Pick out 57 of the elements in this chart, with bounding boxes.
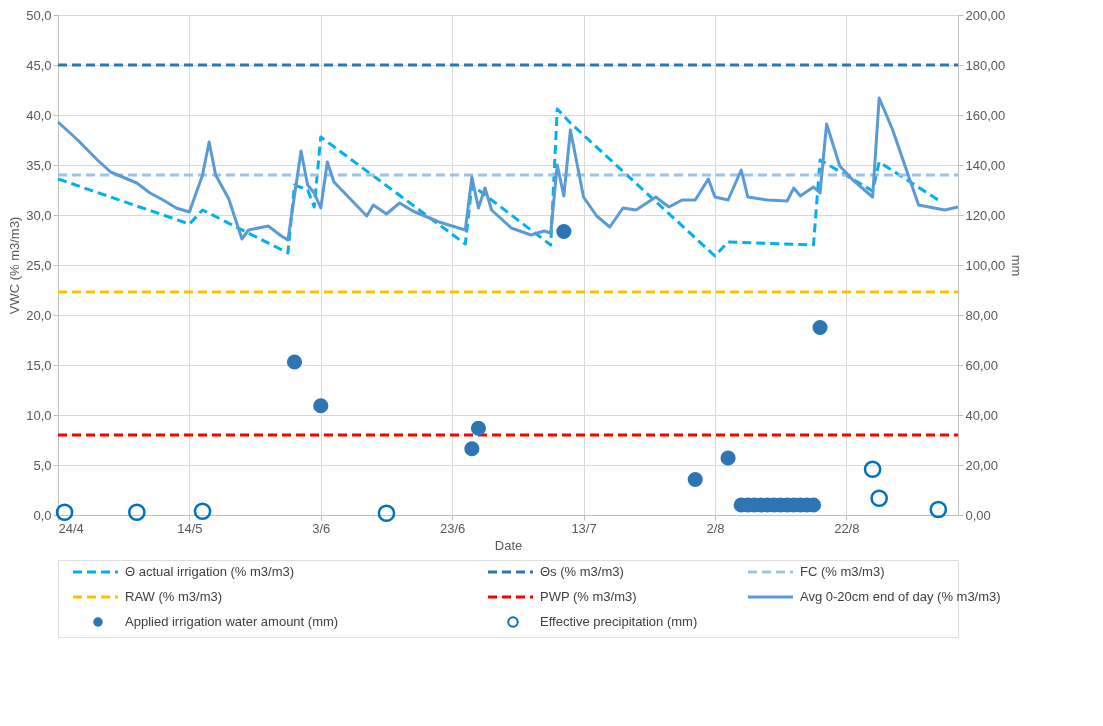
y2-tick-label: 180,00	[965, 57, 1006, 73]
y2-tick-label: 140,00	[965, 157, 1006, 173]
y-tick-label: 0,0	[33, 507, 52, 523]
y2-tick-label: 40,00	[965, 407, 999, 423]
y2-tick-label: 100,00	[965, 257, 1006, 273]
point	[870, 489, 888, 508]
y2-tick-label: 80,00	[965, 307, 999, 323]
x-tick-label: 22/8	[834, 520, 860, 536]
x-tick-label: 24/4	[58, 520, 84, 536]
x-tick-label: 13/7	[571, 520, 597, 536]
line-series	[56, 107, 940, 258]
point	[812, 319, 828, 336]
legend-label: FC (% m3/m3)	[800, 564, 885, 579]
legend-label: Applied irrigation water amount (mm)	[125, 614, 339, 629]
x-axis-title: Date	[494, 537, 523, 553]
y-axis-title: VWC (% m3/m3)	[7, 216, 23, 315]
legend-label: Θ actual irrigation (% m3/m3)	[125, 564, 295, 579]
x-tick-label: 2/8	[706, 520, 725, 536]
y2-tick-label: 0,00	[965, 507, 991, 523]
point	[193, 502, 212, 521]
y2-tick-label: 20,00	[965, 457, 999, 473]
point	[464, 441, 480, 457]
y-tick-label: 20,0	[26, 307, 52, 323]
point	[377, 504, 396, 523]
y-tick-label: 30,0	[26, 207, 52, 223]
y-tick-label: 40,0	[26, 107, 52, 123]
y2-tick-label: 200,00	[965, 7, 1006, 23]
point	[286, 354, 303, 370]
point	[863, 460, 882, 479]
legend-label: Avg 0-20cm end of day (% m3/m3)	[800, 589, 1001, 604]
point	[313, 398, 329, 414]
line-series	[56, 96, 960, 242]
x-tick-label: 23/6	[440, 520, 466, 536]
y-tick-label: 50,0	[26, 7, 52, 23]
y2-tick-label: 60,00	[965, 357, 999, 373]
y2-tick-label: 120,00	[965, 207, 1006, 223]
point	[556, 223, 572, 240]
y2-axis-title: mm	[1009, 254, 1025, 277]
point	[470, 420, 487, 436]
legend-label: PWP (% m3/m3)	[540, 589, 637, 604]
y-tick-label: 15,0	[26, 357, 52, 373]
point	[687, 471, 703, 488]
y-tick-label: 10,0	[26, 407, 52, 423]
point	[720, 450, 736, 466]
y-tick-label: 25,0	[26, 257, 52, 273]
y-tick-label: 45,0	[26, 57, 52, 73]
y-tick-label: 35,0	[26, 157, 52, 173]
legend-label: RAW (% m3/m3)	[125, 589, 223, 604]
x-tick-label: 14/5	[177, 520, 203, 536]
y-tick-label: 5,0	[33, 457, 52, 473]
y2-tick-label: 160,00	[965, 107, 1006, 123]
point	[128, 503, 146, 522]
point	[55, 503, 74, 522]
point	[929, 500, 948, 519]
legend-label: Θs (% m3/m3)	[540, 564, 624, 579]
legend-label: Effective precipitation (mm)	[540, 614, 698, 629]
x-tick-label: 3/6	[312, 520, 331, 536]
